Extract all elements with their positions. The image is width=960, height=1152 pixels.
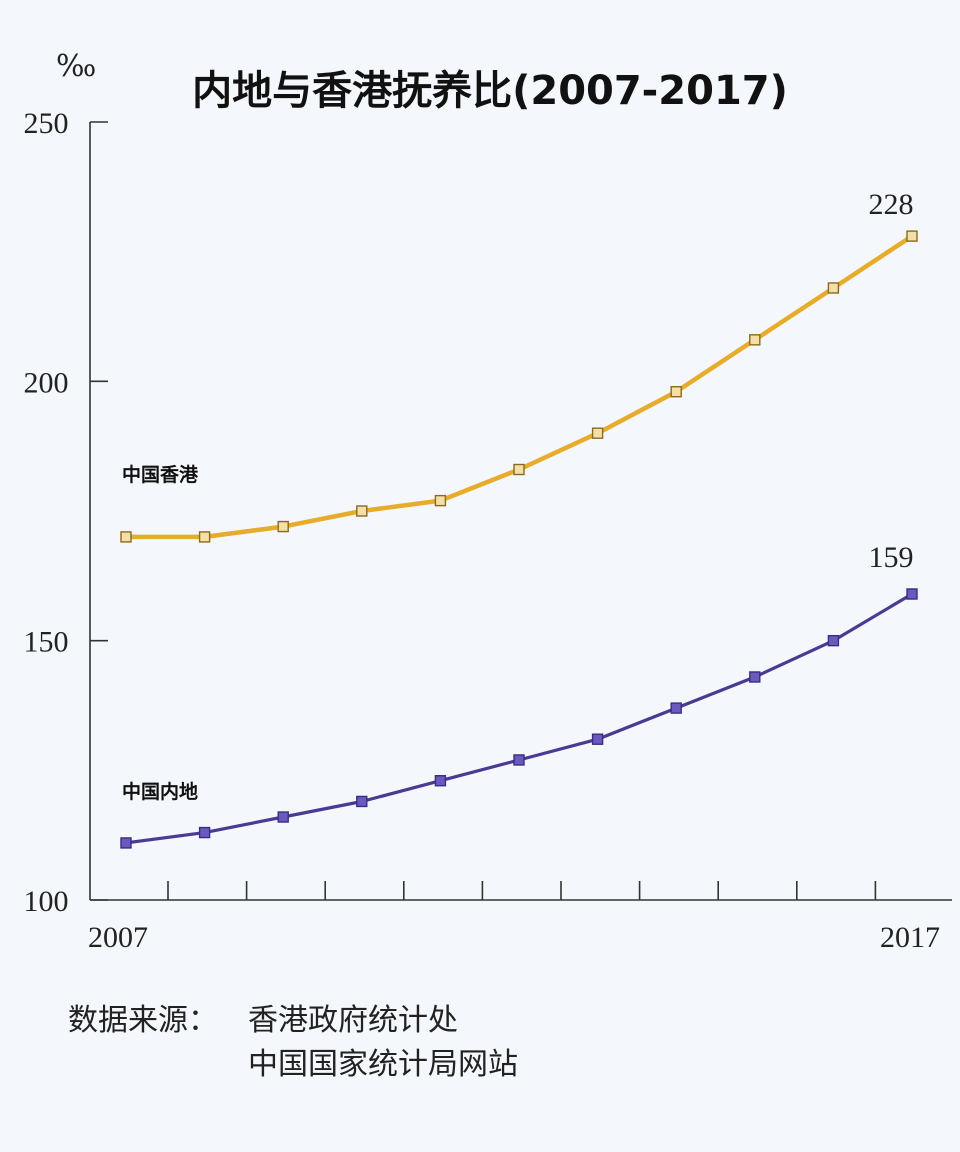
y-axis: 250 200 150 100	[24, 107, 108, 918]
y-tick-label: 250	[24, 107, 69, 140]
data-point-mainland-2008	[198, 826, 211, 839]
data-point-mainland-2009	[277, 811, 289, 823]
data-point-hongkong-2011	[434, 494, 447, 507]
series-line-mainland	[124, 592, 914, 845]
data-point-hongkong-2017	[906, 230, 918, 242]
y-tick-label: 100	[24, 885, 69, 918]
series-group	[120, 230, 918, 849]
y-tick-label: 200	[24, 366, 69, 399]
data-point-hongkong-2015	[749, 334, 761, 346]
series-label-hongkong: 中国香港	[122, 463, 199, 486]
data-point-hongkong-2016	[827, 282, 840, 294]
y-unit-label: ‰	[56, 49, 96, 84]
data-point-hongkong-2012	[513, 463, 525, 476]
data-point-mainland-2015	[749, 671, 761, 683]
x-axis: 2007 2017	[88, 881, 952, 954]
y-tick-label: 150	[24, 626, 69, 659]
source-line-1: 香港政府统计处	[248, 1003, 458, 1038]
data-point-hongkong-2009	[277, 520, 289, 533]
data-point-mainland-2013	[591, 733, 604, 745]
data-point-mainland-2007	[120, 837, 132, 849]
data-point-hongkong-2007	[120, 531, 132, 543]
data-point-hongkong-2013	[591, 427, 604, 439]
source-label: 数据来源：	[68, 1003, 218, 1038]
data-point-mainland-2010	[356, 795, 368, 808]
source-note: 数据来源： 香港政府统计处 中国国家统计局网站	[68, 1003, 518, 1082]
x-tick-label-first: 2007	[88, 921, 148, 954]
y-ticks: 250 200 150 100	[24, 107, 108, 918]
data-point-mainland-2012	[513, 754, 525, 766]
series-line-hongkong	[123, 233, 915, 540]
end-label-hongkong: 228	[869, 188, 914, 221]
end-label-mainland: 159	[869, 541, 914, 574]
data-point-hongkong-2014	[670, 386, 682, 398]
chart-title: 内地与香港抚养比(2007-2017)	[192, 68, 788, 114]
source-line-2: 中国国家统计局网站	[248, 1047, 518, 1082]
data-point-mainland-2014	[670, 702, 682, 714]
data-point-mainland-2011	[434, 775, 447, 787]
data-point-hongkong-2010	[356, 505, 368, 517]
data-point-mainland-2017	[906, 588, 918, 600]
x-ticks	[167, 881, 877, 900]
x-tick-label-last: 2017	[880, 921, 940, 954]
data-point-mainland-2016	[827, 634, 840, 647]
data-point-hongkong-2008	[198, 531, 211, 543]
series-label-mainland: 中国内地	[122, 780, 198, 803]
